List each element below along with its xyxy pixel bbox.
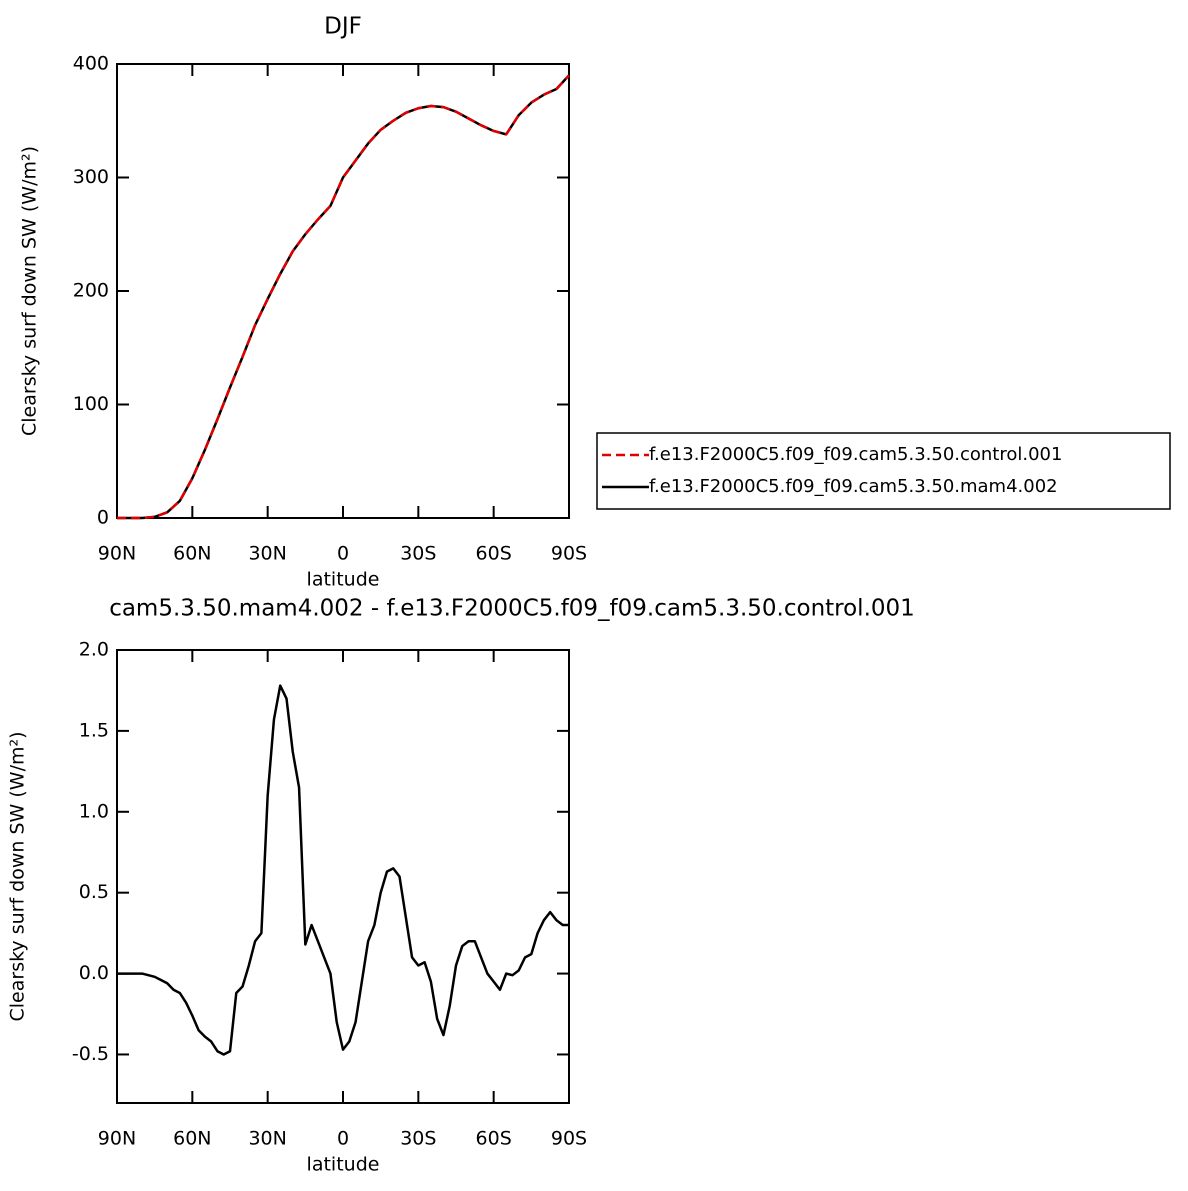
data-line: [117, 74, 570, 520]
x-tick-label: 90N: [98, 543, 136, 565]
x-tick-label: 30S: [400, 1128, 436, 1150]
x-tick-label: 90N: [98, 1128, 136, 1150]
y-tick-label: 300: [73, 166, 109, 188]
y-tick-label: 100: [73, 393, 109, 415]
x-tick-label: 30N: [248, 543, 286, 565]
x-tick-label: 0: [337, 1128, 349, 1150]
y-tick-label: -0.5: [72, 1043, 109, 1065]
plot-frame: [116, 649, 570, 1104]
data-line: [117, 74, 570, 520]
data-line: [117, 684, 569, 1056]
x-axis-label: latitude: [307, 1154, 380, 1176]
legend-box: [596, 432, 1171, 510]
x-tick-label: 60S: [476, 543, 512, 565]
y-tick-label: 200: [73, 280, 109, 302]
y-tick-label: 1.0: [79, 800, 109, 822]
x-tick-label: 90S: [551, 1128, 587, 1150]
y-axis-label: Clearsky surf down SW (W/m²): [19, 146, 41, 436]
y-tick-label: 2.0: [79, 639, 109, 661]
x-tick-label: 0: [337, 543, 349, 565]
y-tick-label: 0: [97, 507, 109, 529]
legend-label: f.e13.F2000C5.f09_f09.cam5.3.50.mam4.002: [649, 476, 1058, 497]
legend-label: f.e13.F2000C5.f09_f09.cam5.3.50.control.…: [649, 444, 1062, 465]
y-tick-label: 0.5: [79, 881, 109, 903]
y-tick-label: 1.5: [79, 719, 109, 741]
x-tick-label: 30N: [248, 1128, 286, 1150]
x-tick-label: 60N: [173, 543, 211, 565]
chart-title: DJF: [324, 14, 362, 40]
x-tick-label: 30S: [400, 543, 436, 565]
y-axis-label: Clearsky surf down SW (W/m²): [7, 731, 29, 1021]
x-tick-label: 60S: [476, 1128, 512, 1150]
x-tick-label: 60N: [173, 1128, 211, 1150]
x-axis-label: latitude: [307, 569, 380, 591]
chart-title: cam5.3.50.mam4.002 - f.e13.F2000C5.f09_f…: [109, 596, 915, 622]
y-tick-label: 400: [73, 53, 109, 75]
y-tick-label: 0.0: [79, 962, 109, 984]
x-tick-label: 90S: [551, 543, 587, 565]
